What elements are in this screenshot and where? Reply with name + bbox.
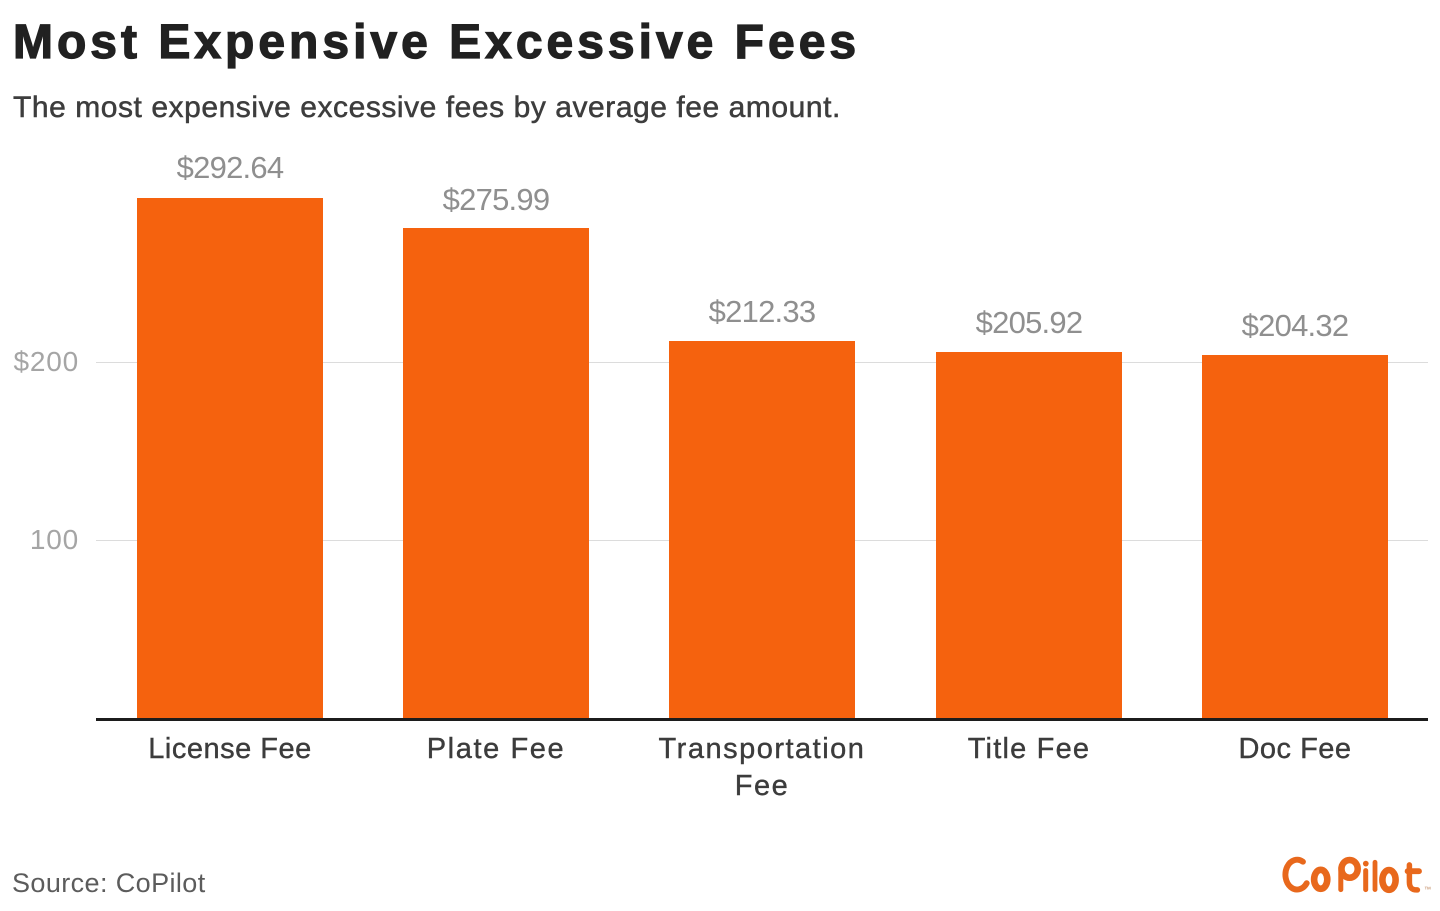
svg-text:™: ™ [1424,887,1431,894]
